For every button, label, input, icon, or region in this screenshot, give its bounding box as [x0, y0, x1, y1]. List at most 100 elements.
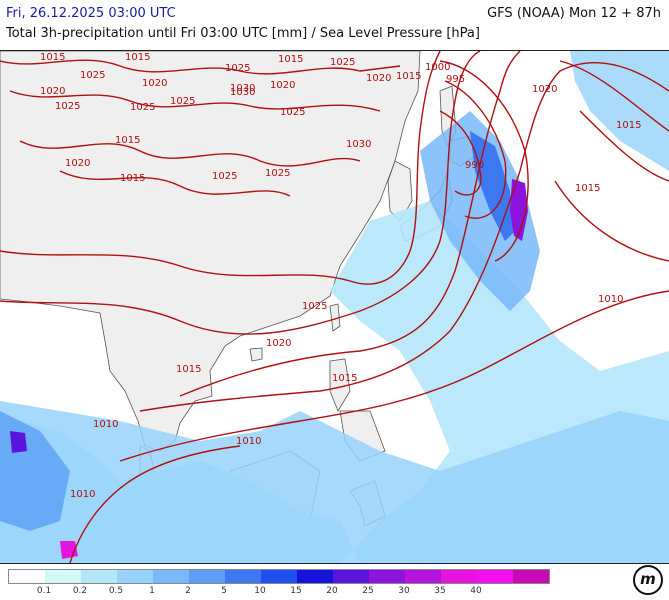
isobar-label: 1025 [280, 107, 305, 118]
taiwan [329, 303, 341, 332]
isobar-layer [0, 51, 669, 563]
model-run: GFS (NOAA) Mon 12 + 87h [487, 6, 661, 21]
isobar-line [19, 140, 361, 167]
legend-swatch [441, 570, 477, 583]
isobar-label: 1010 [93, 419, 118, 430]
legend-swatch [333, 570, 369, 583]
precip-ne [570, 51, 669, 171]
isobar-line [0, 51, 441, 285]
legend-swatch [477, 570, 513, 583]
isobar-label: 1015 [120, 173, 145, 184]
legend-label: 25 [362, 586, 374, 596]
legend-labels: 0.1 0.2 0.5 1 2 5 10 15 20 25 30 35 40 [8, 586, 518, 598]
isobar-label: 1020 [65, 158, 90, 169]
isobar-label: 1015 [278, 54, 303, 65]
legend-swatch [297, 570, 333, 583]
isobar-label: 1015 [115, 135, 140, 146]
isobar-label: 1015 [616, 120, 641, 131]
legend-swatch [9, 570, 45, 583]
map-header: Fri, 26.12.2025 03:00 UTC GFS (NOAA) Mon… [0, 0, 669, 50]
legend-swatch [513, 570, 549, 583]
isobar-label: 1015 [396, 71, 421, 82]
isobar-line [179, 51, 521, 397]
precip-band-moderate [420, 111, 540, 311]
isobar-label: 1025 [130, 102, 155, 113]
isobar-label: 1025 [80, 70, 105, 81]
legend-label: 10 [254, 586, 266, 596]
isobar-line [554, 180, 669, 262]
isobar-line [579, 110, 669, 182]
isobar-label: 1020 [142, 78, 167, 89]
isobar-line [0, 51, 481, 335]
asia-mainland [0, 51, 421, 452]
isobar-label: 1020 [40, 86, 65, 97]
legend-label: 2 [185, 586, 191, 596]
legend-label: 5 [221, 586, 227, 596]
legend-label: 1 [149, 586, 155, 596]
isobar-label: 990 [465, 160, 484, 171]
isobar-label: 1000 [425, 62, 450, 73]
legend-swatch [45, 570, 81, 583]
isobar-label: 1020 [266, 338, 291, 349]
isobar-line [444, 80, 507, 219]
isobar-label: 1020 [532, 84, 557, 95]
isobar-label: 1025 [330, 57, 355, 68]
isobar-label: 1010 [598, 294, 623, 305]
valid-time: Fri, 26.12.2025 03:00 UTC [6, 6, 176, 21]
isobar-labels: 1015 1025 1015 1020 1025 1025 1015 1020 … [40, 52, 641, 500]
isobar-line [139, 62, 669, 412]
isobar-line [9, 90, 381, 112]
legend-swatch [81, 570, 117, 583]
isobar-line [69, 445, 241, 563]
isobar-label: 1020 [366, 73, 391, 84]
legend-label: 30 [398, 586, 410, 596]
isobar-label: 1025 [265, 168, 290, 179]
isobar-label: 1030 [346, 139, 371, 150]
isobar-label: 1025 [302, 301, 327, 312]
map-canvas: 1015 1025 1015 1020 1025 1025 1015 1020 … [0, 51, 669, 563]
isobar-line [439, 60, 529, 262]
legend-swatch [117, 570, 153, 583]
isobar-line [119, 290, 669, 462]
isobar-line [0, 59, 401, 75]
legend-label: 35 [434, 586, 446, 596]
legend-swatch [189, 570, 225, 583]
legend-label: 20 [326, 586, 338, 596]
isobar-label: 1025 [55, 101, 80, 112]
legend-swatch [153, 570, 189, 583]
meteologix-logo[interactable]: m [633, 565, 663, 595]
precip-intense [510, 179, 528, 241]
legend-label: 15 [290, 586, 302, 596]
legend-color-bar [8, 569, 550, 584]
isobar-line [59, 170, 291, 197]
isobar-label: 1020 [270, 80, 295, 91]
isobar-label: 1030 [230, 83, 255, 94]
legend-label: 0.5 [108, 586, 124, 596]
legend-label: 0.1 [36, 586, 52, 596]
logo-glyph: m [640, 570, 656, 588]
hainan [249, 347, 263, 362]
legend-label: 0.2 [72, 586, 88, 596]
weather-map[interactable]: 1015 1025 1015 1020 1025 1025 1015 1020 … [0, 50, 669, 564]
isobar-label: 995 [446, 74, 465, 85]
isobar-label: 1015 [332, 373, 357, 384]
precipitation-legend: 0.1 0.2 0.5 1 2 5 10 15 20 25 30 35 40 [8, 569, 550, 599]
isobar-label: 1010 [236, 436, 261, 447]
isobar-label: 1015 [40, 52, 65, 63]
legend-swatch [405, 570, 441, 583]
luzon [329, 358, 351, 412]
isobar-label: 1015 [176, 364, 201, 375]
precipitation-layer [0, 51, 669, 563]
isobar-label: 1025 [225, 63, 250, 74]
parameter-title: Total 3h-precipitation until Fri 03:00 U… [6, 26, 480, 41]
isobar-label: 1025 [212, 171, 237, 182]
isobar-label: 1015 [575, 183, 600, 194]
precip-peak-west [10, 431, 27, 453]
isobar-line [439, 110, 482, 196]
isobar-label: 1025 [170, 96, 195, 107]
legend-label: 40 [470, 586, 482, 596]
legend-swatch [261, 570, 297, 583]
legend-swatch [369, 570, 405, 583]
isobar-label: 1010 [70, 489, 95, 500]
legend-swatch [225, 570, 261, 583]
